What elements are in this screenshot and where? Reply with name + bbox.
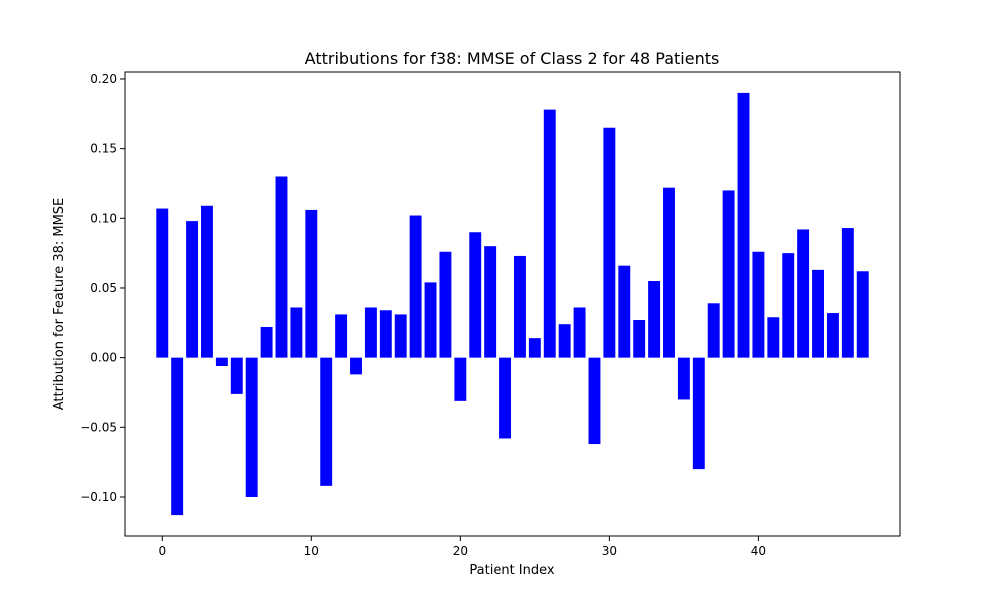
bar-36 (692, 357, 705, 470)
y-tick-label: 0.05 (90, 281, 117, 295)
bar-28 (573, 307, 586, 358)
x-tick-label: 40 (751, 544, 766, 558)
bar-38 (722, 190, 735, 358)
bar-4 (215, 357, 228, 367)
bar-19 (439, 251, 452, 358)
bar-15 (379, 310, 392, 358)
bar-45 (826, 313, 839, 358)
bar-8 (275, 176, 288, 358)
y-tick-label: 0.00 (90, 351, 117, 365)
bar-20 (454, 357, 467, 401)
bar-43 (797, 229, 810, 358)
bar-31 (618, 265, 631, 358)
x-axis-label: Patient Index (469, 563, 554, 578)
x-tick-label: 30 (602, 544, 617, 558)
bars-group (156, 92, 869, 516)
bar-42 (782, 253, 795, 358)
bar-27 (558, 324, 571, 358)
y-ticks-group: −0.10 −0.05 0.00 0.05 0.10 0.15 0.20 (80, 72, 125, 504)
bar-7 (260, 326, 273, 358)
bar-23 (499, 357, 512, 439)
bar-39 (737, 92, 750, 358)
bar-3 (201, 205, 213, 358)
bar-9 (290, 307, 303, 358)
bar-2 (186, 221, 199, 358)
x-tick-label: 20 (453, 544, 468, 558)
bar-13 (350, 357, 362, 375)
chart-title: Attributions for f38: MMSE of Class 2 fo… (305, 49, 720, 68)
bar-25 (528, 338, 541, 358)
bar-14 (364, 307, 377, 358)
bar-33 (648, 281, 661, 358)
bar-21 (469, 232, 482, 358)
bar-6 (245, 357, 258, 497)
bar-10 (305, 209, 318, 358)
bar-29 (588, 357, 601, 445)
y-tick-label: −0.10 (80, 490, 117, 504)
bar-11 (320, 357, 333, 486)
bar-41 (767, 317, 780, 358)
y-tick-label: 0.20 (90, 72, 117, 86)
bar-18 (424, 282, 437, 358)
x-tick-label: 10 (304, 544, 319, 558)
y-tick-label: 0.15 (90, 142, 117, 156)
bar-5 (230, 357, 243, 394)
bar-47 (856, 271, 869, 358)
bar-44 (812, 269, 824, 358)
bar-16 (394, 314, 407, 358)
x-tick-label: 0 (158, 544, 166, 558)
bar-0 (156, 208, 169, 358)
bar-32 (633, 320, 646, 358)
bar-40 (752, 251, 765, 358)
plot-frame (124, 71, 901, 537)
bar-26 (543, 109, 556, 358)
x-ticks-group: 0 10 20 30 40 (158, 536, 766, 558)
bar-1 (171, 357, 184, 516)
y-tick-label: 0.10 (90, 211, 117, 225)
y-tick-label: −0.05 (80, 420, 117, 434)
bar-34 (663, 187, 675, 358)
bar-17 (409, 215, 422, 358)
bar-22 (484, 246, 497, 358)
bar-24 (513, 255, 526, 358)
bar-30 (603, 127, 616, 358)
bar-37 (707, 303, 720, 358)
bar-35 (677, 357, 690, 400)
bar-12 (335, 314, 348, 358)
bar-46 (841, 228, 854, 358)
y-axis-label: Attribution for Feature 38: MMSE (52, 198, 67, 411)
